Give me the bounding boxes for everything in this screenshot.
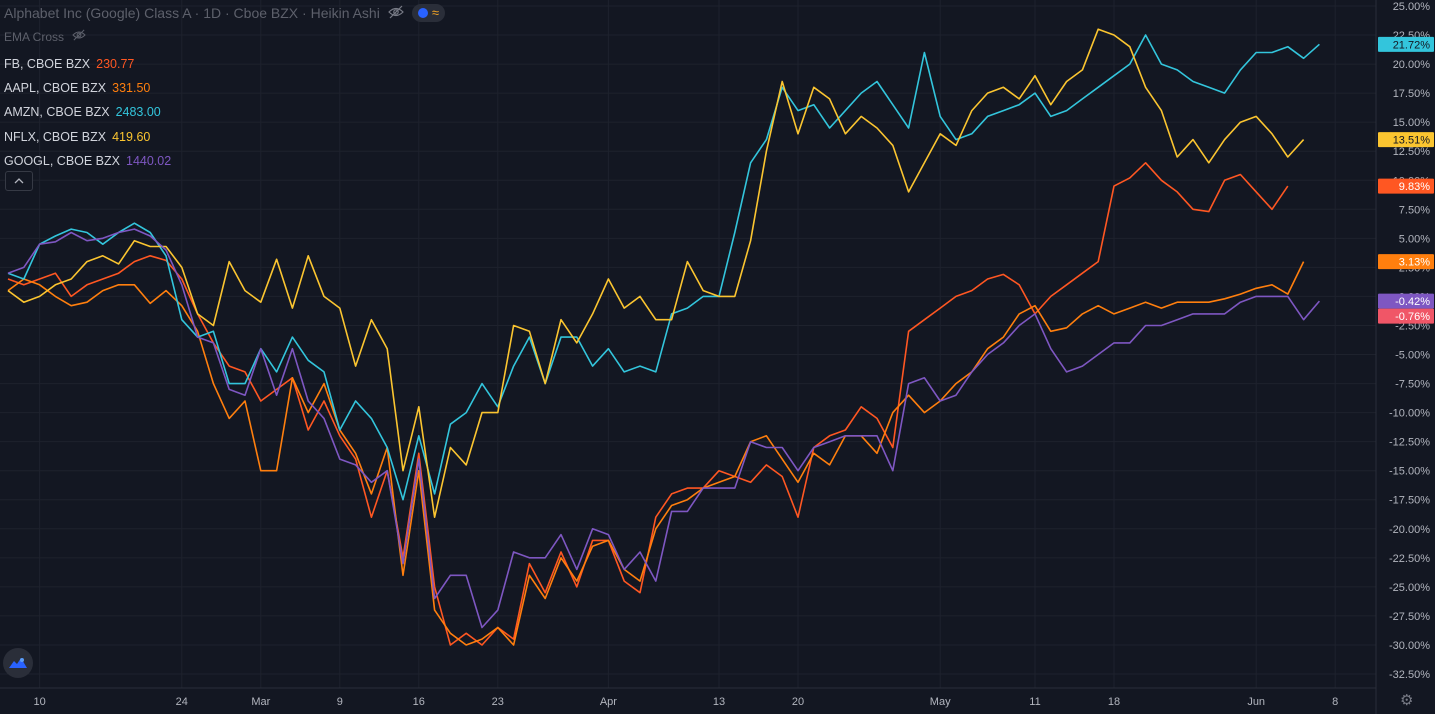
legend-symbol: FB, CBOE BZX (4, 57, 91, 72)
eye-off-icon[interactable] (72, 29, 86, 44)
last-value-badge (1378, 308, 1434, 324)
legend-symbol: NFLX, CBOE BZX (4, 129, 107, 144)
x-tick-label: 16 (413, 696, 425, 708)
y-tick-label: 7.50% (1399, 204, 1430, 216)
x-tick-label: 8 (1332, 696, 1338, 708)
legend-symbol: AAPL, CBOE BZX (4, 81, 107, 96)
indicator-row: EMA Cross (4, 29, 86, 44)
last-value-text: 21.72% (1393, 39, 1431, 51)
tradingview-logo-icon[interactable] (3, 648, 33, 678)
legend-price: 2483.00 (115, 105, 161, 120)
y-tick-label: -10.00% (1389, 408, 1430, 420)
legend-item-nflx[interactable]: NFLX, CBOE BZX 419.60 (4, 125, 171, 149)
last-value-label-googl: -0.42% (1378, 293, 1434, 309)
y-tick-label: 5.00% (1399, 233, 1430, 245)
x-tick-label: Mar (251, 696, 270, 708)
legend: FB, CBOE BZX 230.77 AAPL, CBOE BZX 331.5… (4, 52, 171, 173)
last-value-text: -0.42% (1395, 296, 1430, 308)
eye-off-icon[interactable] (387, 5, 404, 22)
last-value-badge (1378, 293, 1434, 309)
series-lines (7, 28, 1321, 646)
moon-icon[interactable] (417, 8, 428, 18)
collapse-legend-button[interactable] (5, 171, 33, 191)
x-tick-label: 13 (713, 696, 725, 708)
legend-price: 230.77 (96, 57, 135, 72)
legend-item-amzn[interactable]: AMZN, CBOE BZX 2483.00 (4, 100, 171, 124)
y-tick-label: 15.00% (1393, 117, 1431, 129)
approx-icon[interactable]: ≈ (431, 5, 439, 20)
legend-item-googl[interactable]: GOOGL, CBOE BZX 1440.02 (4, 149, 171, 173)
y-axis: 25.00%22.50%20.00%17.50%15.00%12.50%10.0… (1375, 0, 1431, 714)
last-value-labels: 21.72% 13.51% 9.83% 3.13% -0.42% -0.76% (1378, 36, 1434, 324)
x-tick-label: 18 (1108, 696, 1120, 708)
x-tick-label: 11 (1029, 696, 1040, 708)
legend-symbol: GOOGL, CBOE BZX (4, 153, 120, 168)
x-tick-label: Apr (600, 696, 617, 708)
legend-item-aapl[interactable]: AAPL, CBOE BZX 331.50 (4, 76, 171, 100)
x-tick-label: May (930, 696, 951, 708)
y-tick-label: -15.00% (1389, 466, 1430, 478)
last-value-label-aapl: 3.13% (1378, 254, 1434, 270)
series-line-fb (7, 162, 1289, 646)
x-tick-label: Jun (1247, 696, 1265, 708)
legend-symbol: AMZN, CBOE BZX (4, 105, 110, 120)
legend-price: 1440.02 (126, 153, 172, 168)
last-value-text: -0.76% (1395, 311, 1430, 323)
chevron-up-icon (14, 178, 24, 184)
x-tick-label: 10 (33, 696, 45, 708)
series-line-googl (7, 228, 1321, 629)
y-tick-label: -32.50% (1389, 669, 1430, 681)
y-tick-label: -27.50% (1389, 611, 1430, 623)
x-axis: 10 24 Mar 9 16 23 Apr 13 20 May 11 18 Jun 8 (0, 687, 1376, 708)
last-value-text: 3.13% (1399, 257, 1430, 269)
x-tick-label: 20 (792, 696, 804, 708)
y-tick-label: -7.50% (1395, 379, 1430, 391)
last-value-text: 13.51% (1393, 135, 1431, 147)
last-value-label-nflx: 13.51% (1378, 132, 1434, 148)
y-tick-label: 17.50% (1393, 88, 1431, 100)
indicator-label: EMA Cross (4, 29, 65, 44)
y-tick-label: -20.00% (1389, 524, 1430, 536)
y-tick-label: -12.50% (1389, 437, 1430, 449)
last-value-label-extra: -0.76% (1378, 308, 1434, 324)
style-toggle[interactable]: ≈ (411, 4, 445, 22)
series-line-nflx (7, 28, 1305, 519)
y-tick-label: -25.00% (1389, 582, 1430, 594)
y-tick-label: 20.00% (1393, 59, 1431, 71)
y-tick-label: -17.50% (1389, 495, 1430, 507)
x-tick-label: 23 (492, 696, 504, 708)
legend-price: 419.60 (112, 129, 151, 144)
y-tick-label: 12.50% (1393, 146, 1431, 158)
y-tick-label: 25.00% (1393, 1, 1431, 13)
legend-item-fb[interactable]: FB, CBOE BZX 230.77 (4, 52, 171, 76)
series-line-aapl (7, 261, 1305, 646)
y-tick-label: -5.00% (1395, 350, 1430, 362)
chart-title: Alphabet Inc (Google) Class A · 1D · Cbo… (4, 5, 380, 21)
x-tick-label: 24 (176, 696, 188, 708)
legend-price: 331.50 (112, 81, 151, 96)
chart-header: Alphabet Inc (Google) Class A · 1D · Cbo… (4, 3, 445, 23)
last-value-badge (1378, 254, 1434, 270)
last-value-text: 9.83% (1399, 181, 1430, 193)
y-tick-label: -30.00% (1389, 640, 1430, 652)
x-tick-label: 9 (337, 696, 343, 708)
last-value-label-amzn: 21.72% (1378, 36, 1434, 52)
chart-grid (0, 0, 1376, 688)
gear-icon[interactable]: ⚙ (1400, 692, 1414, 709)
last-value-label-fb: 9.83% (1378, 178, 1434, 194)
last-value-badge (1378, 36, 1434, 52)
y-tick-label: -22.50% (1389, 553, 1430, 565)
last-value-badge (1378, 132, 1434, 148)
last-value-badge (1378, 178, 1434, 194)
series-line-amzn (7, 34, 1320, 501)
